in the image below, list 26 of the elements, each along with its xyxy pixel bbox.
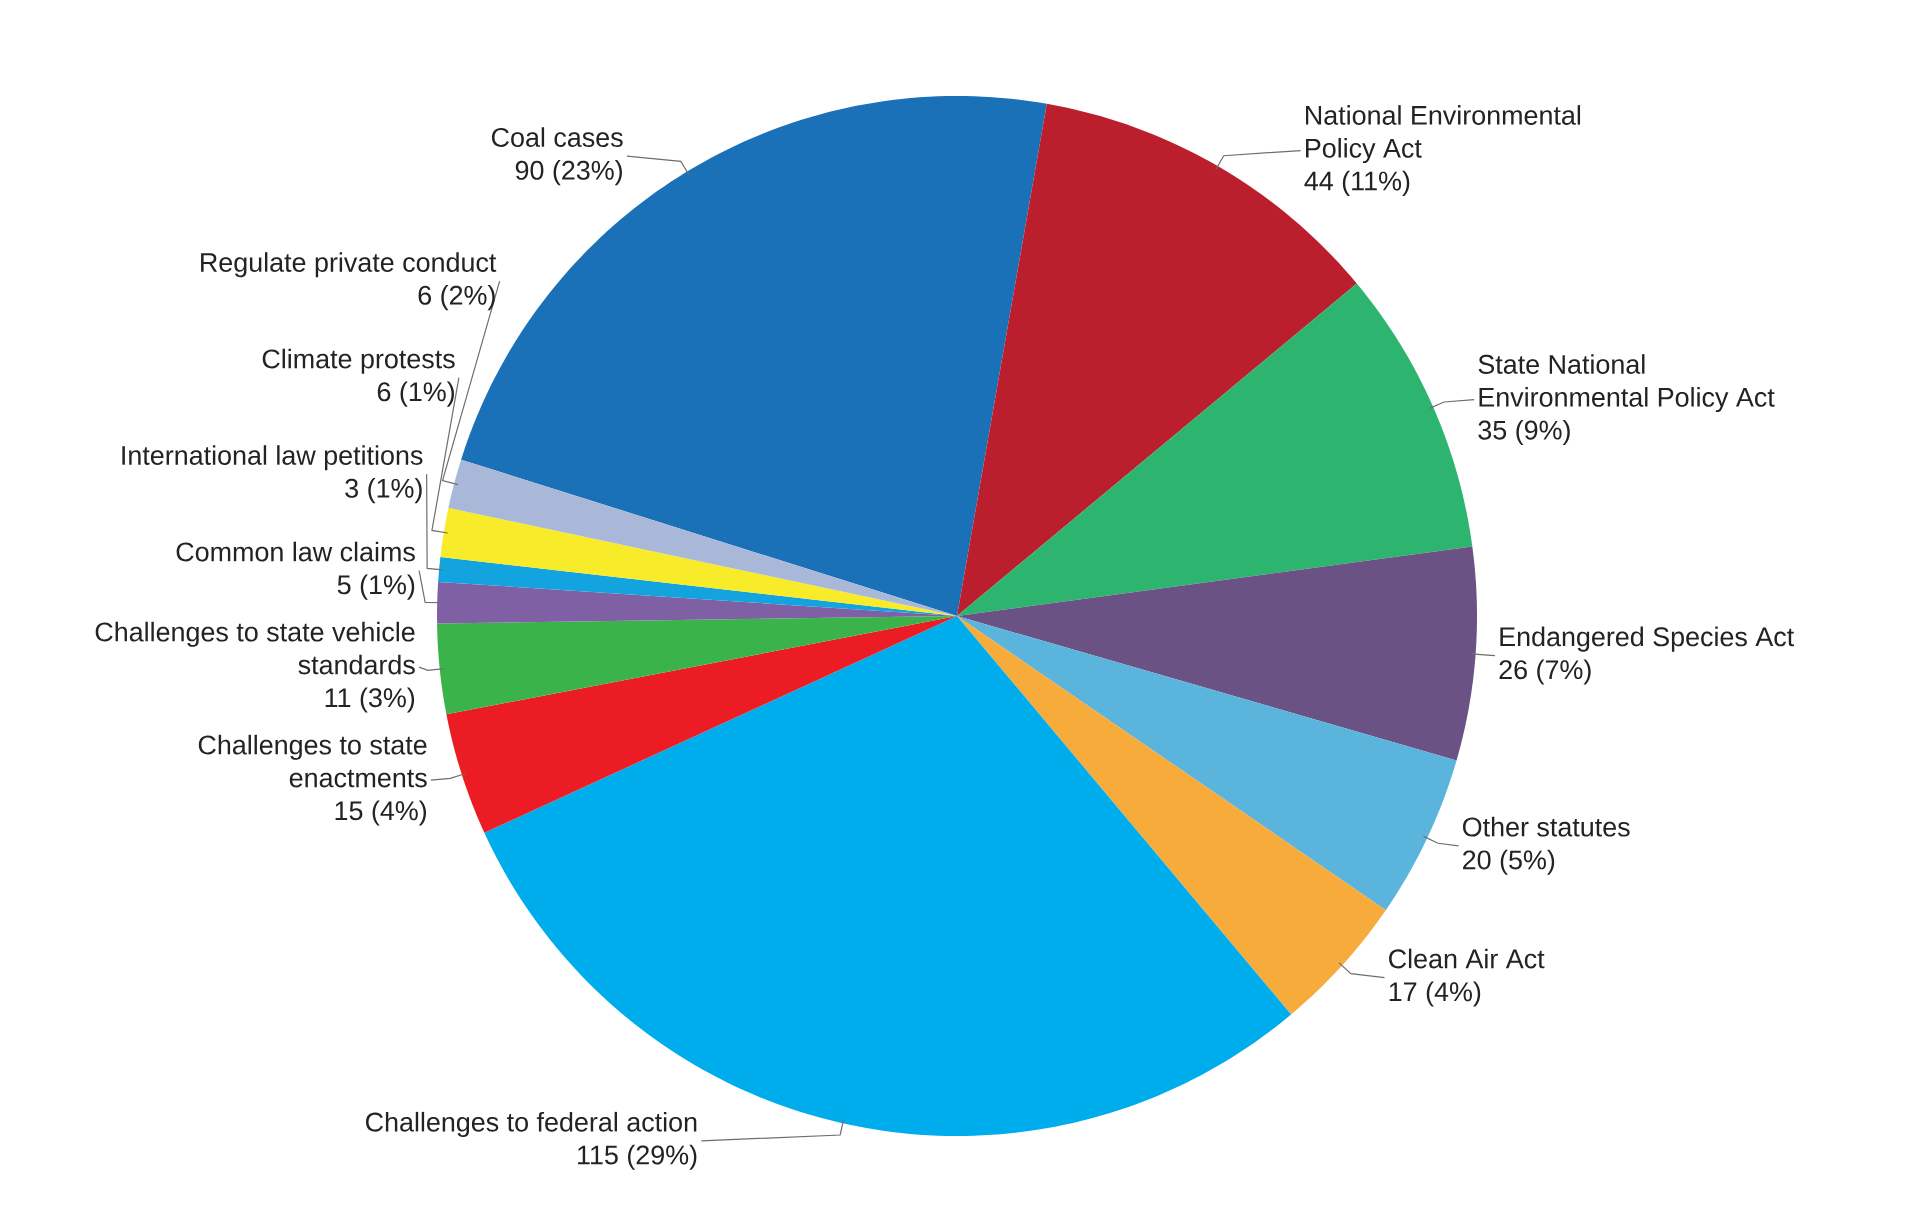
slice-label: Challenges to state enactments [198, 734, 427, 788]
data-label: 90 (23%) [515, 160, 622, 186]
slice-label: Endangered Species Act [1500, 626, 1795, 652]
data-label: 11 (3%) [325, 687, 415, 713]
slice-label: State National Environmental Policy Act [1478, 354, 1775, 413]
data-label: 6 (1%) [377, 381, 454, 407]
slice-label: Climate protests [262, 348, 455, 374]
data-label: 17 (4%) [1389, 981, 1481, 1007]
data-label: 20 (5%) [1463, 849, 1555, 875]
slice-label: Coal cases [491, 127, 623, 147]
data-label: 5 (1%) [337, 574, 415, 600]
slice-label: International law petitions [122, 445, 423, 471]
slice-label: Regulate private conduct [201, 252, 497, 278]
data-label: 44 (11%) [1304, 170, 1410, 196]
slice-label: Challenges to federal action [366, 1111, 697, 1137]
slice-label: Challenges to state vehicle standards [95, 621, 415, 675]
slice-label: Clean Air Act [1389, 948, 1545, 969]
data-label: 15 (4%) [335, 800, 427, 826]
slice-label: Common law claims [176, 541, 415, 562]
data-label: 6 (2%) [418, 285, 495, 311]
data-label: 115 (29%) [578, 1144, 697, 1170]
slice-label: National Environmental Policy Act [1306, 105, 1581, 164]
data-label: 3 (1%) [345, 478, 422, 504]
data-label: 26 (7%) [1499, 659, 1591, 685]
data-label: 35 (9%) [1478, 419, 1570, 445]
slice-label: Other statutes [1462, 816, 1630, 837]
